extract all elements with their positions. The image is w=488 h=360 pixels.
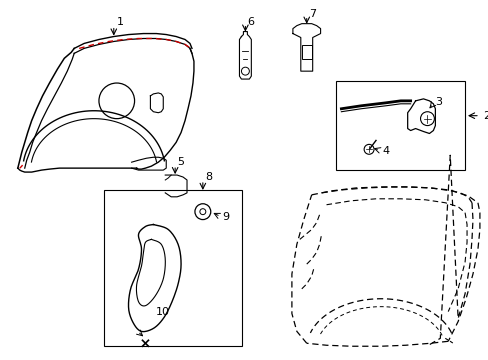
Text: 3: 3 [434, 97, 442, 107]
Text: 9: 9 [222, 212, 229, 222]
Text: 2: 2 [482, 111, 488, 121]
Bar [301, 45, 311, 59]
Text: 6: 6 [247, 17, 254, 27]
Text: 1: 1 [117, 17, 123, 27]
Text: 7: 7 [308, 9, 315, 19]
Text: 8: 8 [204, 172, 211, 182]
Bar [103, 190, 242, 346]
Bar [336, 81, 464, 170]
Text: 4: 4 [381, 146, 388, 156]
Text: 5: 5 [177, 157, 184, 167]
Text: 10: 10 [155, 307, 169, 316]
